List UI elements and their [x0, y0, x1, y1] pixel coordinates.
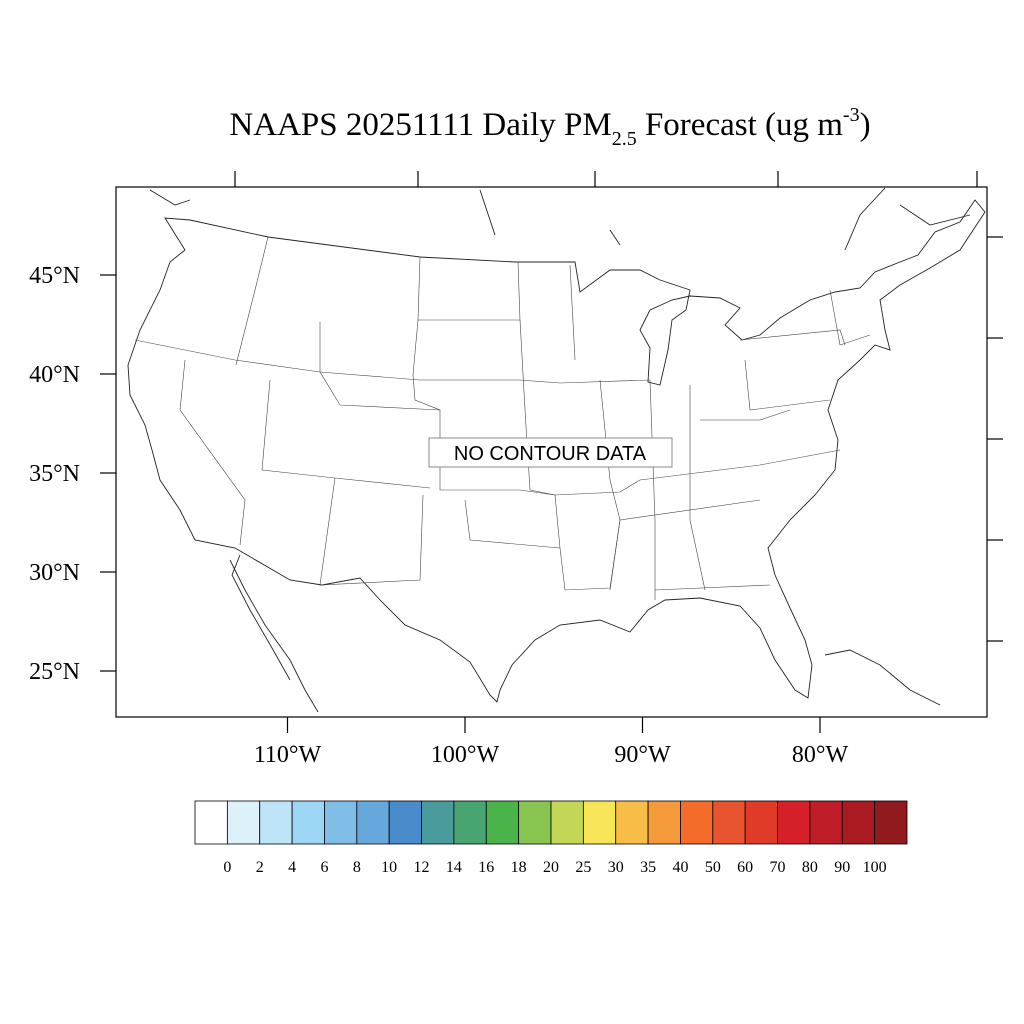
colorbar-label: 60: [737, 859, 753, 876]
cuba: [824, 649, 941, 706]
colorbar-label: 90: [834, 859, 850, 876]
axis-ticks: 45°N 40°N 35°N 30°N 25°N 110°W 100°W 90°W 80°W: [29, 263, 848, 768]
coastline: [127, 199, 986, 703]
colorbar-box: [421, 800, 455, 845]
edge-ticks: [234, 171, 1003, 642]
colorbar-label: 50: [705, 859, 721, 876]
map: [127, 187, 986, 713]
lon-label: 110°W: [254, 742, 322, 768]
colorbar-box: [582, 800, 617, 845]
colorbar-box: [615, 800, 649, 845]
baja: [229, 554, 319, 713]
colorbar-box: [453, 800, 487, 845]
title-superscript: -3: [843, 104, 860, 126]
title-subscript: 2.5: [612, 128, 637, 150]
colorbar-label: 80: [802, 859, 818, 876]
colorbar-box: [388, 800, 422, 845]
colorbar-box: [485, 800, 520, 845]
lat-label: 25°N: [29, 659, 80, 685]
canada-coast: [149, 187, 971, 251]
colorbar-label: 16: [478, 859, 494, 876]
colorbar-box: [712, 800, 746, 845]
colorbar-box: [841, 800, 876, 845]
title-main: NAAPS 20251111 Daily PM: [229, 107, 611, 143]
colorbar-box: [259, 800, 293, 845]
colorbar-label: 0: [223, 859, 231, 876]
colorbar-label: 40: [672, 859, 688, 876]
colorbar-box: [647, 800, 681, 845]
colorbar-box: [744, 800, 778, 845]
lon-label: 80°W: [792, 742, 849, 768]
map-frame: [115, 186, 988, 718]
title-rest: Forecast (ug m: [637, 107, 844, 143]
colorbar: 0 2 4 6 8 10 12 14 16 18 20 25 30 35 40 50 60 70 80 90 100: [194, 800, 908, 876]
colorbar-label: 35: [640, 859, 656, 876]
colorbar-label: 12: [414, 859, 430, 876]
colorbar-box: [356, 800, 390, 845]
message: NO CONTOUR DATA: [454, 443, 647, 465]
colorbar-label: 70: [770, 859, 786, 876]
lat-label: 30°N: [29, 560, 80, 586]
colorbar-label: 18: [511, 859, 527, 876]
colorbar-label: 4: [288, 859, 296, 876]
colorbar-box: [291, 800, 325, 845]
colorbar-label: 100: [863, 859, 887, 876]
colorbar-label: 14: [446, 859, 462, 876]
colorbar-box: [874, 800, 908, 845]
title-close: ): [860, 107, 871, 143]
colorbar-label: 8: [353, 859, 361, 876]
colorbar-box: [226, 800, 261, 845]
lat-label: 35°N: [29, 461, 80, 487]
colorbar-box: [809, 800, 843, 845]
colorbar-label: 20: [543, 859, 559, 876]
message-box: [428, 437, 673, 468]
colorbar-box: [777, 800, 811, 845]
state-lines: [134, 236, 871, 600]
colorbar-label: 30: [608, 859, 624, 876]
colorbar-box: [550, 800, 584, 845]
lat-label: 45°N: [29, 263, 80, 289]
colorbar-box: [194, 800, 228, 845]
title: NAAPS 20251111 Daily PM2.5 Forecast (ug …: [229, 104, 870, 150]
colorbar-label: 6: [320, 859, 328, 876]
colorbar-box: [518, 800, 552, 845]
colorbar-label: 10: [381, 859, 397, 876]
colorbar-box: [680, 800, 714, 845]
lon-label: 90°W: [614, 742, 671, 768]
colorbar-box: [324, 800, 358, 845]
colorbar-label: 2: [256, 859, 264, 876]
colorbar-label: 25: [575, 859, 591, 876]
lon-label: 100°W: [431, 742, 500, 768]
lat-label: 40°N: [29, 362, 80, 388]
